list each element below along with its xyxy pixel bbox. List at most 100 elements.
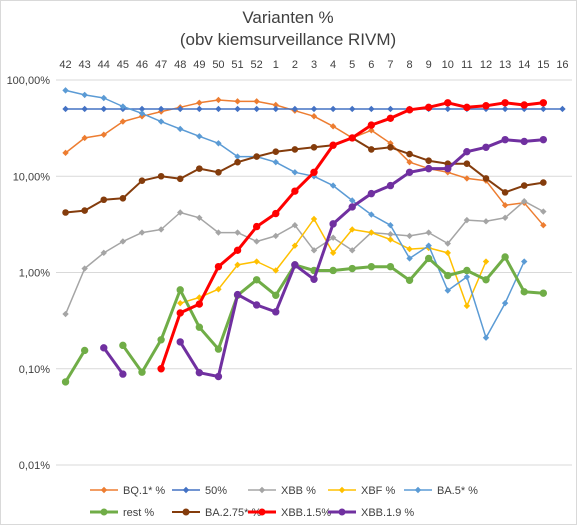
data-point xyxy=(252,301,261,309)
y-tick-label: 10,00% xyxy=(13,171,51,183)
data-point xyxy=(349,105,356,113)
legend-label: 50% xyxy=(205,485,227,497)
data-point xyxy=(215,96,222,104)
data-point xyxy=(521,258,528,265)
data-point xyxy=(444,105,451,113)
data-point xyxy=(62,149,69,157)
data-point xyxy=(521,105,528,113)
data-point xyxy=(100,249,107,257)
x-tick-label: 11 xyxy=(461,59,472,71)
data-point xyxy=(196,133,203,140)
data-point xyxy=(291,146,299,153)
legend-item-xbb-1-9: XBB.1.9 % xyxy=(328,507,414,519)
data-point xyxy=(234,98,241,105)
series-ba-5 xyxy=(62,87,528,341)
data-point xyxy=(425,242,432,249)
data-point xyxy=(329,123,337,130)
data-point xyxy=(406,150,413,158)
data-point xyxy=(138,110,146,117)
x-tick-label: 8 xyxy=(406,59,412,71)
legend-label: BA.2.75* % xyxy=(205,507,261,519)
data-point xyxy=(119,195,127,202)
data-point xyxy=(272,158,279,166)
legend-item-xbf: XBF % xyxy=(328,485,395,497)
data-point xyxy=(176,286,184,294)
chart-title: Varianten % xyxy=(242,8,333,27)
data-point xyxy=(291,261,299,269)
data-point xyxy=(329,266,337,275)
data-point xyxy=(252,276,261,284)
legend-item-ba-5: BA.5* % xyxy=(404,485,478,497)
data-point xyxy=(272,148,280,155)
data-point xyxy=(329,249,337,257)
data-point xyxy=(444,249,451,257)
data-point xyxy=(215,105,222,113)
legend-swatch-marker xyxy=(100,486,108,494)
y-tick-label: 0,01% xyxy=(19,460,50,472)
data-point xyxy=(349,226,356,233)
x-tick-label: 12 xyxy=(480,59,492,71)
data-point xyxy=(368,127,375,134)
data-point xyxy=(157,365,165,373)
data-point xyxy=(406,158,413,166)
data-point xyxy=(196,99,203,106)
data-point xyxy=(81,105,88,113)
legend-label: XBB % xyxy=(281,485,316,497)
data-point xyxy=(424,164,433,173)
data-point xyxy=(215,168,222,176)
data-point xyxy=(482,276,490,284)
data-point xyxy=(177,105,184,113)
data-point xyxy=(214,262,223,271)
data-point xyxy=(138,177,146,184)
data-point xyxy=(539,135,548,144)
series-line-xbb xyxy=(64,200,544,315)
x-tick-label: 7 xyxy=(387,59,393,71)
data-point xyxy=(310,173,318,180)
data-point xyxy=(405,168,414,176)
data-point xyxy=(482,175,490,182)
data-point xyxy=(253,105,260,113)
data-point xyxy=(463,147,471,156)
data-point xyxy=(157,118,165,125)
data-point xyxy=(310,215,318,223)
data-point xyxy=(61,378,70,386)
data-point xyxy=(234,153,241,160)
data-point xyxy=(482,143,490,151)
data-point xyxy=(272,101,279,109)
data-point xyxy=(329,182,337,189)
data-point xyxy=(214,372,223,381)
data-point xyxy=(387,143,394,151)
series-layer xyxy=(61,87,566,386)
data-point xyxy=(329,105,337,113)
data-point xyxy=(291,169,299,176)
data-point xyxy=(367,189,376,198)
legend-label: BQ.1* % xyxy=(123,485,165,497)
data-point xyxy=(310,247,318,254)
data-point xyxy=(215,140,222,147)
x-tick-label: 1 xyxy=(273,59,279,71)
data-point xyxy=(100,196,108,204)
legend-item-ba-2-75: BA.2.75* % xyxy=(172,507,261,519)
data-point xyxy=(62,310,69,318)
data-point xyxy=(81,91,88,99)
data-point xyxy=(291,105,299,113)
data-point xyxy=(253,258,260,265)
data-point xyxy=(368,105,375,113)
data-point xyxy=(62,105,69,113)
x-tick-label: 13 xyxy=(499,59,511,71)
data-point xyxy=(176,338,184,346)
data-point xyxy=(386,181,395,190)
data-point xyxy=(310,275,318,283)
data-point xyxy=(177,209,184,216)
x-tick-label: 47 xyxy=(155,59,167,71)
data-point xyxy=(463,160,471,168)
legend-swatch-marker xyxy=(338,486,346,494)
data-point xyxy=(157,105,165,113)
data-point xyxy=(157,172,165,180)
series-xbb-1-9 xyxy=(100,135,548,381)
data-point xyxy=(252,222,261,231)
data-point xyxy=(215,286,222,293)
x-tick-label: 52 xyxy=(251,59,263,71)
data-point xyxy=(176,309,184,317)
